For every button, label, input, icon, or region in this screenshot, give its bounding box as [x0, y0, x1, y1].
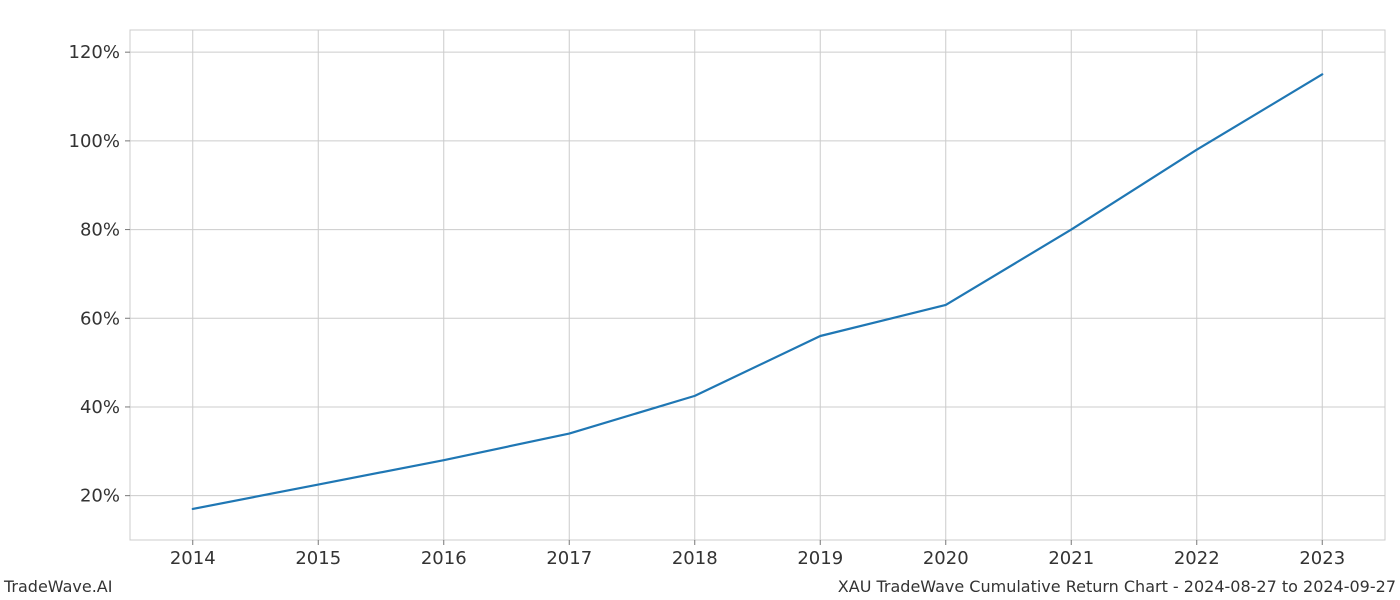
y-tick-label: 60%	[80, 308, 120, 329]
x-tick-label: 2022	[1174, 548, 1220, 569]
x-tick-label: 2014	[170, 548, 216, 569]
y-tick-label: 120%	[69, 42, 120, 63]
x-tick-label: 2023	[1299, 548, 1345, 569]
x-tick-label: 2016	[421, 548, 467, 569]
x-tick-label: 2015	[295, 548, 341, 569]
line-chart: 2014 2015 2016 2017 2018 2019 2020 2021 2022 2023…	[0, 0, 1400, 600]
y-tick-label: 80%	[80, 220, 120, 241]
footer-left-text: TradeWave.AI	[4, 577, 112, 596]
x-tick-label: 2017	[546, 548, 592, 569]
x-tick-label: 2021	[1048, 548, 1094, 569]
x-tick-label: 2020	[923, 548, 969, 569]
y-tick-label: 40%	[80, 397, 120, 418]
chart-container: 2014 2015 2016 2017 2018 2019 2020 2021 2022 2023…	[0, 0, 1400, 600]
y-tick-label: 100%	[69, 131, 120, 152]
x-tick-label: 2018	[672, 548, 718, 569]
y-tick-label: 20%	[80, 486, 120, 507]
x-tick-label: 2019	[797, 548, 843, 569]
footer-right-text: XAU TradeWave Cumulative Return Chart - …	[838, 577, 1396, 596]
chart-background	[0, 0, 1400, 600]
